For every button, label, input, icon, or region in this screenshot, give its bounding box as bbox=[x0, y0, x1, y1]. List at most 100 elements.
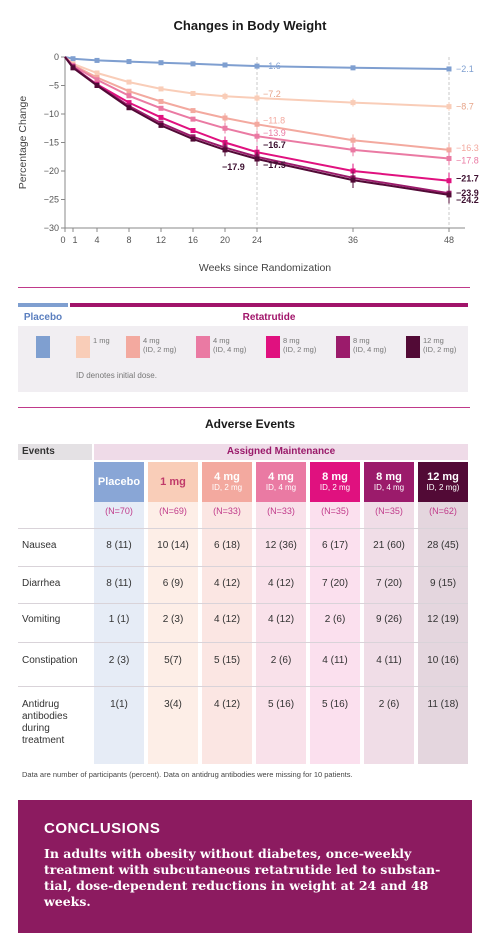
section-divider bbox=[18, 287, 470, 288]
column-header-initial-dose: ID, 2 mg bbox=[211, 483, 243, 492]
row-divider bbox=[18, 566, 468, 567]
legend-swatch bbox=[406, 336, 420, 358]
data-point bbox=[126, 105, 132, 111]
column-header-dose: 4 mg bbox=[214, 471, 240, 483]
column-header-dose: 4 mg bbox=[268, 471, 294, 483]
data-point bbox=[350, 177, 356, 183]
table-cell: 4 (12) bbox=[213, 614, 241, 625]
legend-swatch bbox=[336, 336, 350, 358]
row-label: Constipation bbox=[22, 655, 78, 666]
data-point bbox=[446, 155, 452, 161]
legend-swatch bbox=[126, 336, 140, 358]
table-cell: 2 (3) bbox=[162, 614, 184, 625]
table-cell: 12 (36) bbox=[265, 540, 297, 551]
series-line bbox=[64, 56, 450, 70]
table-cell: 5 (16) bbox=[267, 699, 295, 710]
column-background bbox=[94, 462, 144, 764]
data-point bbox=[70, 65, 76, 71]
x-tick-label: 1 bbox=[72, 235, 77, 245]
legend-retatrutide-label: Retatrutide bbox=[242, 312, 296, 323]
table-cell: 2 (3) bbox=[108, 655, 130, 666]
row-label: Vomiting bbox=[22, 614, 61, 625]
data-point bbox=[126, 100, 132, 106]
column-background bbox=[418, 462, 468, 764]
legend-swatch bbox=[36, 336, 50, 358]
data-point bbox=[350, 65, 356, 71]
data-point bbox=[190, 116, 196, 122]
table-cell: 3(4) bbox=[164, 699, 182, 710]
x-tick-label: 24 bbox=[252, 235, 262, 245]
legend-swatch bbox=[266, 336, 280, 358]
legend-label: 4 mg (ID, 2 mg) bbox=[143, 336, 177, 354]
column-background bbox=[148, 462, 198, 764]
table-cell: 1 (1) bbox=[108, 614, 130, 625]
data-point bbox=[190, 136, 196, 142]
series-line bbox=[64, 56, 450, 151]
column-n-count: (N=70) bbox=[105, 506, 133, 516]
data-point bbox=[254, 133, 260, 139]
data-label-week-24: −1.6 bbox=[263, 61, 281, 71]
y-axis-label: Percentage Change bbox=[17, 96, 29, 190]
data-point bbox=[94, 57, 100, 63]
column-n-count: (N=69) bbox=[159, 506, 187, 516]
data-point bbox=[254, 95, 260, 101]
data-point bbox=[222, 115, 228, 121]
data-point bbox=[190, 90, 196, 96]
column-header-dose: 12 mg bbox=[427, 471, 459, 483]
data-point bbox=[222, 62, 228, 68]
table-cell: 4 (12) bbox=[213, 699, 241, 710]
series-line bbox=[64, 56, 450, 160]
column-header-initial-dose: ID, 2 mg bbox=[319, 483, 351, 492]
column-header: 4 mg ID, 2 mg bbox=[202, 462, 252, 502]
assigned-maintenance-header: Assigned Maintenance bbox=[94, 444, 468, 460]
table-cell: 10 (14) bbox=[157, 540, 189, 551]
table-cell: 4 (12) bbox=[267, 614, 295, 625]
table-cell: 7 (20) bbox=[321, 578, 349, 589]
data-point bbox=[94, 70, 100, 76]
legend-placebo-label: Placebo bbox=[23, 312, 63, 323]
column-n-count: (N=62) bbox=[429, 506, 457, 516]
legend-label: 12 mg (ID, 2 mg) bbox=[423, 336, 457, 354]
data-point bbox=[158, 122, 164, 128]
row-divider bbox=[18, 642, 468, 643]
column-header-dose: 8 mg bbox=[376, 471, 402, 483]
table-cell: 28 (45) bbox=[427, 540, 459, 551]
data-point bbox=[446, 66, 452, 72]
column-header-dose: 1 mg bbox=[160, 476, 186, 488]
column-n-count: (N=33) bbox=[213, 506, 241, 516]
table-cell: 6 (9) bbox=[162, 578, 184, 589]
data-point bbox=[446, 178, 452, 184]
data-point bbox=[158, 114, 164, 120]
column-n-count: (N=35) bbox=[375, 506, 403, 516]
row-label: Antidrug antibodies during treatment bbox=[22, 699, 68, 746]
table-cell: 8 (11) bbox=[106, 540, 132, 551]
table-cell: 6 (17) bbox=[321, 540, 349, 551]
events-column-header: Events bbox=[18, 444, 92, 460]
column-header-initial-dose: ID, 2 mg) bbox=[426, 483, 460, 492]
column-header-initial-dose: ID, 4 mg bbox=[373, 483, 405, 492]
table-cell: 2 (6) bbox=[324, 614, 346, 625]
data-label-week-24: −11.8 bbox=[263, 115, 285, 125]
conclusions-panel bbox=[18, 800, 472, 933]
column-header: 8 mg ID, 2 mg bbox=[310, 462, 360, 502]
table-cell: 4 (11) bbox=[322, 655, 348, 666]
table-cell: 4 (12) bbox=[267, 578, 295, 589]
y-tick-label: −20 bbox=[44, 166, 59, 176]
x-tick-label: 36 bbox=[348, 235, 358, 245]
conclusions-title: CONCLUSIONS bbox=[44, 820, 161, 837]
data-point bbox=[126, 93, 132, 99]
column-n-count: (N=35) bbox=[321, 506, 349, 516]
data-label-week-24: −16.7 bbox=[263, 140, 286, 150]
data-label-week-48: −24.2 bbox=[456, 195, 479, 205]
data-point bbox=[350, 147, 356, 153]
legend-placebo-header bbox=[18, 303, 68, 327]
x-tick-label: 12 bbox=[156, 235, 166, 245]
table-cell: 1(1) bbox=[110, 699, 128, 710]
legend-label: 8 mg (ID, 2 mg) bbox=[283, 336, 317, 354]
data-point bbox=[446, 192, 452, 198]
table-cell: 21 (60) bbox=[373, 540, 405, 551]
y-tick-label: 0 bbox=[54, 52, 59, 62]
data-label-week-48: −21.7 bbox=[456, 174, 479, 184]
column-background bbox=[364, 462, 414, 764]
data-label-week-48: −8.7 bbox=[456, 102, 474, 112]
